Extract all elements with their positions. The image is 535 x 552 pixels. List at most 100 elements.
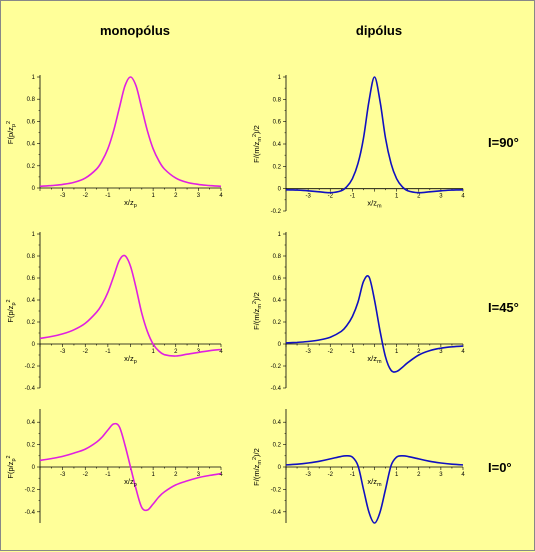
- x-tick-label-dip45: 4: [461, 349, 465, 355]
- x-tick-label-dip90: 4: [461, 194, 465, 200]
- x-tick-label-mono45: 2: [174, 349, 178, 355]
- y-tick-label-dip0: -0.4: [271, 510, 282, 516]
- chart-mono90: 0 0.2 0.4 0.6 0.8 1 -3 -2 -1 1 2 3 4 x/zp F(p/zp2: [6, 75, 223, 209]
- y-tick-label-dip45: 0.6: [273, 276, 282, 282]
- x-tick-label-mono0: -2: [83, 472, 89, 478]
- y-tick-label-mono45: -0.2: [25, 364, 36, 370]
- y-tick-label-dip45: 0.8: [273, 254, 282, 260]
- y-tick-label-mono45: 0.8: [27, 254, 36, 260]
- y-axis-label-mono45: F(p/zp2: [6, 299, 17, 322]
- y-axis-label-mono0: F(p/zp2: [6, 455, 17, 478]
- y-tick-label-dip90: 0: [278, 187, 282, 193]
- x-tick-label-dip90: 3: [439, 194, 443, 200]
- x-tick-label-dip0: 3: [439, 472, 443, 478]
- y-tick-label-dip45: 0.4: [273, 298, 282, 304]
- y-axis-label-dip90: F/(m/zm2)/2: [252, 125, 263, 163]
- x-axis-label-dip90: x/zm: [367, 199, 382, 210]
- x-tick-label-dip0: -1: [350, 472, 356, 478]
- y-tick-label-mono0: 0.2: [27, 443, 36, 449]
- y-tick-label-mono90: 1: [32, 75, 36, 81]
- x-tick-label-dip90: -1: [350, 194, 356, 200]
- row-label-i45: I=45°: [488, 300, 519, 315]
- x-tick-label-dip45: 2: [417, 349, 421, 355]
- x-tick-label-dip90: -2: [328, 194, 334, 200]
- y-tick-label-mono45: -0.4: [25, 386, 36, 392]
- y-tick-label-mono90: 0.4: [27, 142, 36, 148]
- x-tick-label-dip90: 2: [417, 194, 421, 200]
- y-tick-label-dip90: 0.2: [273, 164, 282, 170]
- x-tick-label-mono0: 2: [174, 472, 178, 478]
- x-tick-label-mono90: -3: [60, 193, 66, 199]
- y-tick-label-dip90: -0.2: [271, 209, 282, 215]
- chart-mono45: -0.4-0.200.20.40.60.81-3 -2 -1 1 2 3 4x/zpF(p/…: [6, 232, 223, 392]
- y-tick-label-mono0: -0.4: [25, 510, 36, 516]
- y-tick-label-dip45: 0.2: [273, 320, 282, 326]
- x-tick-label-dip90: -3: [305, 194, 311, 200]
- y-tick-label-mono90: 0.8: [27, 97, 36, 103]
- row-label-i90: I=90°: [488, 135, 519, 150]
- x-tick-label-mono0: -1: [105, 472, 111, 478]
- series-line-mono45: [39, 254, 222, 357]
- x-tick-label-mono0: 4: [219, 472, 223, 478]
- y-tick-label-dip90: 0.6: [273, 120, 282, 126]
- x-axis-label-dip45: x/zm: [367, 354, 382, 365]
- y-tick-label-mono45: 0.6: [27, 276, 36, 282]
- y-tick-label-dip45: -0.4: [271, 386, 282, 392]
- series-line-dip0: [285, 454, 464, 524]
- x-axis-label-mono0: x/zp: [124, 477, 137, 488]
- y-axis-label-dip45: F/(m/zm2)/2: [252, 292, 263, 330]
- y-axis-label-mono90: F(p/zp2: [6, 121, 17, 144]
- x-tick-label-mono45: 4: [219, 349, 223, 355]
- series-line-mono90: [39, 76, 222, 188]
- y-tick-label-mono0: 0.4: [27, 420, 36, 426]
- y-tick-label-dip90: 0.8: [273, 97, 282, 103]
- y-tick-label-dip0: -0.2: [271, 487, 282, 493]
- x-tick-label-mono45: -1: [105, 349, 111, 355]
- x-axis-label-mono45: x/zp: [124, 354, 137, 365]
- x-tick-label-mono0: 3: [197, 472, 201, 478]
- x-tick-label-mono90: -2: [83, 193, 89, 199]
- y-tick-label-mono45: 0.2: [27, 320, 36, 326]
- x-tick-label-dip90: 1: [395, 194, 399, 200]
- x-tick-label-mono45: -2: [83, 349, 89, 355]
- y-tick-label-dip90: 1: [278, 75, 282, 81]
- y-tick-label-mono90: 0: [32, 186, 36, 192]
- header-monopole: monopólus: [100, 23, 170, 38]
- x-tick-label-mono45: -3: [60, 349, 66, 355]
- chart-dip90: -0.2 0 0.2 0.4 0.6 0.8 1 -3 -2 -1 1 2 3 4 x/zm F/(m/zm2…: [252, 75, 465, 215]
- x-tick-label-mono90: 2: [174, 193, 178, 199]
- x-tick-label-dip0: -3: [305, 472, 311, 478]
- header-dipole: dipólus: [356, 23, 402, 38]
- row-label-i0: I=0°: [488, 460, 512, 475]
- y-axis-label-dip0: F/(m/zm2)/2: [252, 448, 263, 486]
- y-tick-label-mono90: 0.2: [27, 164, 36, 170]
- y-tick-label-mono45: 0.4: [27, 298, 36, 304]
- x-tick-label-dip45: -1: [350, 349, 356, 355]
- x-tick-label-mono0: -3: [60, 472, 66, 478]
- x-tick-label-mono0: 1: [151, 472, 155, 478]
- y-tick-label-dip90: 0.4: [273, 142, 282, 148]
- y-tick-label-dip0: 0: [278, 465, 282, 471]
- x-tick-label-dip45: 3: [439, 349, 443, 355]
- y-tick-label-mono90: 0.6: [27, 119, 36, 125]
- x-axis-label-mono90: x/zp: [124, 198, 137, 209]
- series-line-dip45: [285, 274, 464, 373]
- y-tick-label-dip0: 0.4: [273, 420, 282, 426]
- x-tick-label-mono90: 3: [197, 193, 201, 199]
- y-tick-label-mono0: 0: [32, 465, 36, 471]
- x-tick-label-dip45: 1: [395, 349, 399, 355]
- x-tick-label-dip0: -2: [328, 472, 334, 478]
- x-axis-label-dip0: x/zm: [367, 477, 382, 488]
- x-tick-label-mono90: -1: [105, 193, 111, 199]
- y-tick-label-mono45: 1: [32, 232, 36, 238]
- x-tick-label-mono90: 1: [151, 193, 155, 199]
- x-tick-label-dip0: 2: [417, 472, 421, 478]
- y-tick-label-dip45: 0: [278, 342, 282, 348]
- x-tick-label-dip0: 4: [461, 472, 465, 478]
- x-tick-label-dip45: -3: [305, 349, 311, 355]
- y-tick-label-mono0: -0.2: [25, 487, 36, 493]
- x-tick-label-dip45: -2: [328, 349, 334, 355]
- x-tick-label-mono90: 4: [219, 193, 223, 199]
